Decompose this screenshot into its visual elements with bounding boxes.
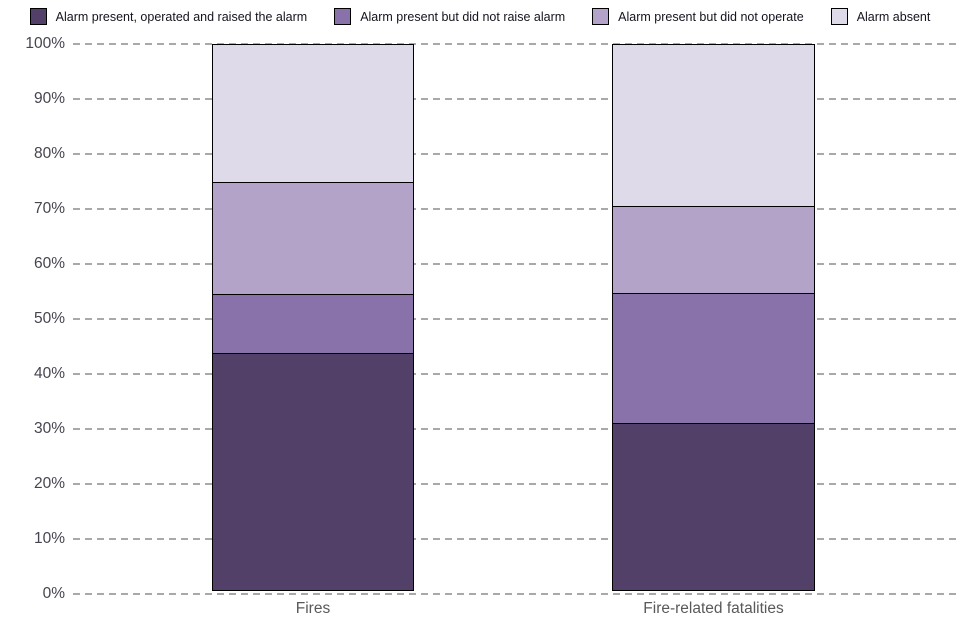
legend: Alarm present, operated and raised the a… [0,8,960,25]
y-tick-label: 70% [33,200,65,217]
bar [212,44,414,594]
bar-segment [612,205,815,294]
x-axis-label: Fire-related fatalities [643,600,784,617]
y-tick-label: 40% [33,365,65,382]
bar-segment [212,293,414,354]
y-tick-label: 50% [33,310,65,327]
plot-area: 0% 10% 20% 30% 40% 50% 60% 70% 80% 90% 100% [25,35,960,602]
legend-swatch [334,8,352,25]
legend-label: Alarm absent [856,9,931,24]
y-tick-label: 100% [25,35,65,52]
x-axis-label: Fires [295,600,331,617]
y-tick-label: 60% [33,255,65,272]
y-tick-label: 30% [33,420,65,437]
gridline [73,593,960,595]
gridline [73,538,960,540]
gridline [73,318,960,320]
legend-swatch [830,8,848,25]
legend-label: Alarm present but did not operate [618,9,804,24]
legend-swatch [29,8,47,25]
gridline [73,373,960,375]
y-tick-label: 20% [33,475,65,492]
gridline [73,428,960,430]
y-tick-label: 80% [33,145,65,162]
legend-label: Alarm present, operated and raised the a… [55,9,308,24]
legend-item: Alarm absent [830,8,931,25]
legend-item: Alarm present, operated and raised the a… [29,8,308,25]
legend-item: Alarm present but did not raise alarm [334,8,565,25]
bar-segment [212,182,414,295]
gridline [73,98,960,100]
y-tick-label: 90% [33,90,65,107]
bar-segment [612,292,815,425]
gridline [73,153,960,155]
legend-label: Alarm present but did not raise alarm [360,9,566,24]
y-tick-label: 0% [42,585,65,602]
bar [612,44,815,594]
gridline [73,483,960,485]
gridline [73,43,960,45]
y-tick-label: 10% [33,530,65,547]
bar-segment [212,352,414,591]
legend-swatch [592,8,610,25]
gridline [73,208,960,210]
bar-segment [612,44,815,207]
bar-segment [212,44,414,184]
bar-segment [612,423,815,591]
gridline [73,263,960,265]
legend-item: Alarm present but did not operate [592,8,804,25]
